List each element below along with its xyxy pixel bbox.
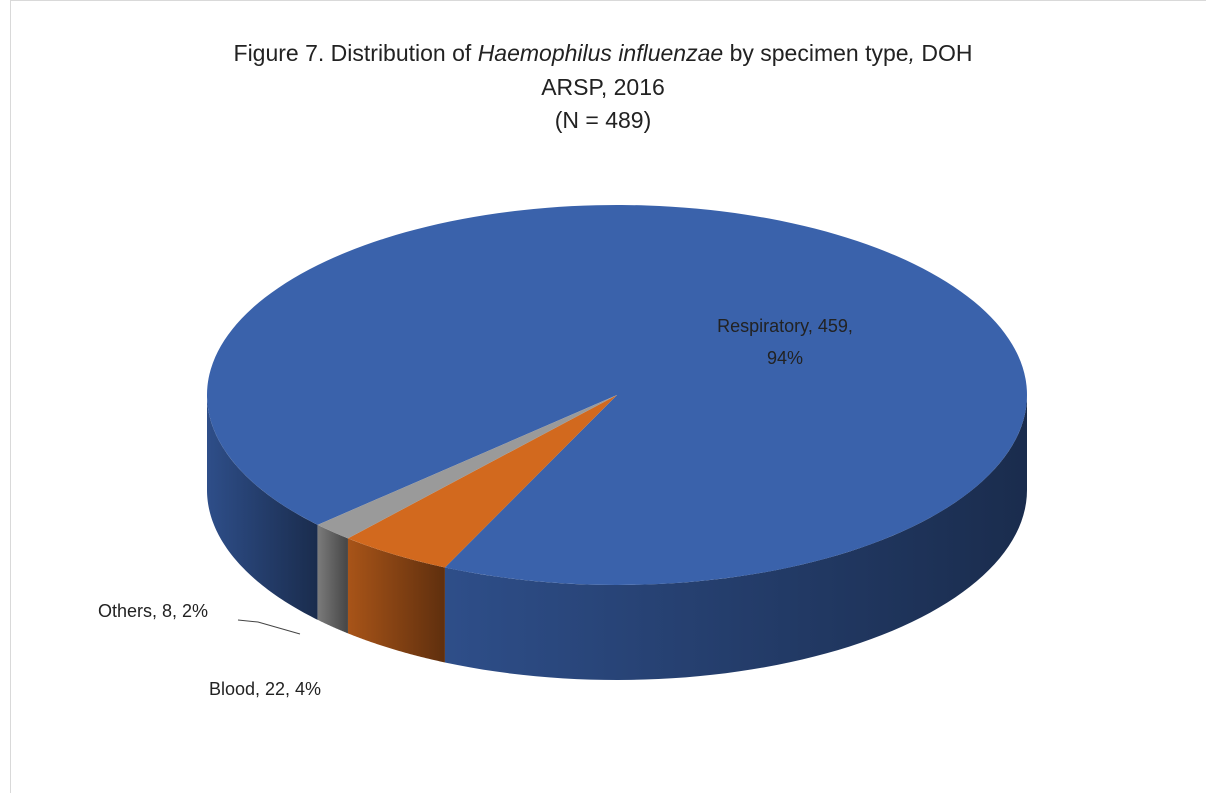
chart-title: ARSP, 2016: [541, 74, 665, 100]
title-part: Haemophilus influenzae: [478, 40, 724, 66]
chart-title: Figure 7. Distribution of Haemophilus in…: [234, 40, 973, 66]
title-part: by specimen type: [723, 40, 908, 66]
data-label: Others, 8, 2%: [98, 601, 208, 621]
title-part: DOH: [921, 40, 972, 66]
data-label: Respiratory, 459,: [717, 316, 853, 336]
title-part: ,: [909, 40, 922, 66]
leader-line: [238, 620, 300, 634]
slice-side: [318, 525, 348, 634]
pie-tops: [207, 205, 1027, 585]
data-label: 94%: [767, 348, 803, 368]
chart-subtitle: (N = 489): [555, 107, 652, 133]
data-label: Blood, 22, 4%: [209, 679, 321, 699]
title-part: Figure 7. Distribution of: [234, 40, 478, 66]
